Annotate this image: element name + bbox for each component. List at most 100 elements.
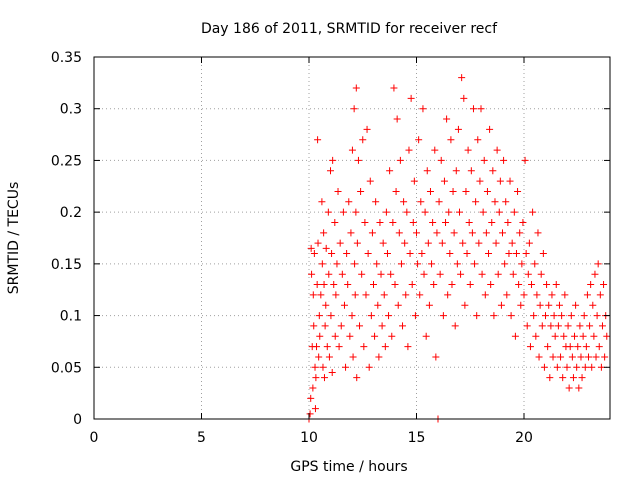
data-point [340,301,348,309]
data-point [426,187,434,195]
data-point [368,229,376,237]
data-point [521,156,529,164]
data-point [360,343,368,351]
data-point [321,322,329,330]
data-point [515,281,523,289]
data-point [407,94,415,102]
data-point [309,291,317,299]
data-point [519,218,527,226]
data-point [481,291,489,299]
data-point [309,384,317,392]
data-point [336,239,344,247]
data-point [581,363,589,371]
data-point [578,374,586,382]
data-point [542,312,549,320]
data-point [363,125,371,133]
data-point [377,270,385,278]
data-point [406,250,414,258]
data-point [432,353,440,361]
data-point [422,332,430,340]
data-point [462,187,470,195]
data-point [580,312,588,320]
data-point [393,115,401,123]
data-point [345,198,353,206]
x-tick-label: 20 [515,430,533,446]
data-point [418,250,426,258]
data-point [386,167,394,175]
data-point [544,343,552,351]
data-point [328,250,336,258]
data-point [525,239,533,247]
data-point [444,291,452,299]
data-point [600,281,608,289]
y-tick-label: 0.15 [51,257,82,273]
data-point [316,332,324,340]
x-axis-label: GPS time / hours [290,459,407,475]
data-point [603,332,611,340]
data-point [582,343,590,351]
data-point [325,270,333,278]
data-point [324,208,332,216]
y-tick-label: 0 [73,412,82,428]
data-point [430,281,438,289]
data-point [466,281,474,289]
data-point [564,322,572,330]
data-point [439,312,447,320]
data-point [437,156,445,164]
data-point [534,229,542,237]
data-point [405,146,413,154]
data-point [576,322,584,330]
data-point [410,177,418,185]
data-point [373,260,381,268]
data-point [354,156,362,164]
data-point [532,332,540,340]
data-point [574,343,582,351]
data-point [397,260,405,268]
y-tick-label: 0.3 [60,102,82,118]
data-point [579,332,587,340]
axis-ticks: 0 0.05 0.1 0.15 0.2 0.25 0.3 0.35 0 5 10 15 20 [51,50,610,446]
data-point [391,281,399,289]
data-point [438,239,446,247]
data-point [306,410,314,418]
data-point [311,363,319,371]
data-point [524,270,532,278]
data-point [502,198,510,206]
data-point [463,250,471,258]
data-point [473,312,481,320]
data-point [528,281,536,289]
data-point [307,244,315,252]
data-point [367,312,375,320]
data-point [472,198,480,206]
data-point [428,260,436,268]
data-point [508,239,516,247]
data-point [401,239,409,247]
data-point [583,291,591,299]
data-point [478,270,486,278]
data-point [374,301,382,309]
data-point [499,229,506,237]
data-point [329,156,337,164]
x-tick-label: 10 [300,430,318,446]
data-point [310,250,318,258]
data-point [331,332,339,340]
data-point [468,229,476,237]
x-tick-label: 0 [90,430,99,446]
data-point [327,312,335,320]
data-point [339,208,347,216]
data-point [483,187,491,195]
data-point [569,374,577,382]
data-point [593,312,601,320]
data-point [587,281,595,289]
data-point [465,218,473,226]
data-point [474,136,482,144]
data-point [454,125,462,133]
data-point [414,260,422,268]
data-point [514,187,522,195]
data-point [408,281,416,289]
data-point [392,187,400,195]
data-point [546,374,554,382]
data-point [379,239,387,247]
data-point [512,250,520,258]
data-point [328,368,336,376]
